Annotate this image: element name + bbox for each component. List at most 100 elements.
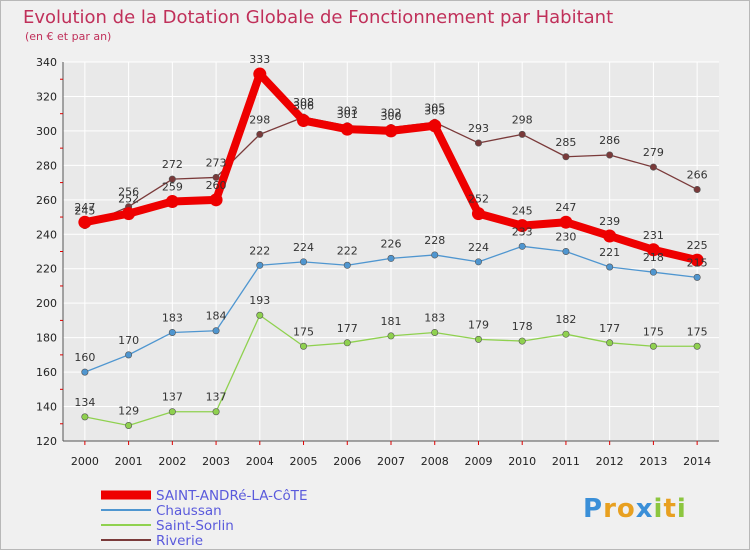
data-point (300, 342, 308, 350)
data-label: 303 (424, 105, 445, 118)
y-tick-label: 140 (36, 401, 57, 414)
data-label: 215 (687, 256, 708, 269)
data-label: 252 (118, 193, 139, 206)
data-label: 252 (468, 193, 489, 206)
data-point (168, 328, 176, 336)
data-label: 177 (337, 322, 358, 335)
data-label: 298 (512, 113, 533, 126)
data-point (518, 242, 526, 250)
data-labels: 245 256 272 273 298 308 303 302 305 293 298 285 286 2… (74, 53, 707, 417)
y-tick-label: 280 (36, 159, 57, 172)
data-label: 286 (599, 134, 620, 147)
data-point (384, 124, 398, 138)
legend-label: SAINT-ANDRé-LA-CôTE (156, 488, 308, 504)
data-label: 233 (512, 225, 533, 238)
data-point (693, 273, 701, 281)
axes: 120 140 160 180 200 220 240 260 280 300 320 340 2000… (36, 56, 719, 468)
logo-letter: t (663, 494, 676, 524)
y-tick-label: 240 (36, 228, 57, 241)
data-label: 245 (512, 205, 533, 218)
data-label: 301 (337, 108, 358, 121)
data-label: 247 (74, 201, 95, 214)
data-label: 308 (293, 96, 314, 109)
data-point (431, 328, 439, 336)
data-point (518, 337, 526, 345)
data-label: 266 (687, 168, 708, 181)
data-point (515, 219, 529, 233)
data-point (78, 215, 92, 229)
data-point (300, 258, 308, 266)
y-tick-label: 120 (36, 435, 57, 448)
data-point (81, 413, 89, 421)
data-label: 170 (118, 334, 139, 347)
data-label: 183 (424, 311, 445, 324)
data-point (212, 173, 220, 181)
y-tick-label: 200 (36, 297, 57, 310)
x-tick-label: 2006 (333, 455, 361, 468)
series-saint-andr-la-c-te (78, 67, 704, 267)
data-point (81, 368, 89, 376)
data-point (693, 185, 701, 193)
data-point (559, 215, 573, 229)
data-label: 181 (381, 315, 402, 328)
legend-item: Riverie (101, 533, 203, 549)
data-point (471, 207, 485, 221)
data-label: 182 (555, 313, 576, 326)
legend-item: Chaussan (101, 503, 222, 519)
data-point (253, 67, 267, 81)
data-point (693, 342, 701, 350)
data-label: 245 (74, 205, 95, 218)
data-point (343, 339, 351, 347)
data-label: 137 (162, 391, 183, 404)
data-label: 247 (555, 201, 576, 214)
x-tick-label: 2002 (158, 455, 186, 468)
data-label: 222 (337, 244, 358, 257)
data-point (125, 421, 133, 429)
x-tick-label: 2012 (596, 455, 624, 468)
y-tick-label: 340 (36, 56, 57, 69)
data-label: 239 (599, 215, 620, 228)
legend: SAINT-ANDRé-LA-CôTEChaussanSaint-SorlinR… (101, 488, 308, 549)
data-point (606, 151, 614, 159)
data-point (606, 263, 614, 271)
data-label: 218 (643, 251, 664, 264)
data-point (343, 261, 351, 269)
logo-letter: i (654, 494, 664, 524)
legend-label: Chaussan (156, 503, 222, 519)
data-point (428, 119, 442, 133)
data-label: 179 (468, 318, 489, 331)
proxiti-logo: Proxiti (583, 494, 686, 524)
data-label: 293 (468, 122, 489, 135)
data-label: 225 (687, 239, 708, 252)
data-point (562, 330, 570, 338)
data-label: 260 (206, 179, 227, 192)
series-saint-sorlin (81, 311, 701, 429)
data-point (474, 139, 482, 147)
legend-item: Saint-Sorlin (101, 518, 234, 534)
data-point (474, 258, 482, 266)
data-point (256, 130, 264, 138)
data-point (690, 253, 704, 267)
data-point (209, 193, 223, 207)
y-tick-label: 260 (36, 194, 57, 207)
logo-letter: P (583, 494, 603, 524)
y-tick-label: 320 (36, 90, 57, 103)
data-label: 285 (555, 136, 576, 149)
series-lines (78, 67, 704, 429)
chart-title: Evolution de la Dotation Globale de Fonc… (23, 7, 613, 28)
x-tick-label: 2013 (639, 455, 667, 468)
logo-letter: o (617, 494, 636, 524)
x-tick-label: 2011 (552, 455, 580, 468)
data-label: 183 (162, 311, 183, 324)
data-point (646, 243, 660, 257)
data-label: 221 (599, 246, 620, 259)
data-label: 178 (512, 320, 533, 333)
x-tick-label: 2004 (246, 455, 274, 468)
data-point (649, 342, 657, 350)
chart-subtitle: (en € et par an) (25, 30, 111, 43)
data-label: 224 (468, 241, 489, 254)
legend-item: SAINT-ANDRé-LA-CôTE (101, 488, 308, 504)
data-point (340, 122, 354, 136)
data-label: 226 (381, 237, 402, 250)
data-point (431, 251, 439, 259)
